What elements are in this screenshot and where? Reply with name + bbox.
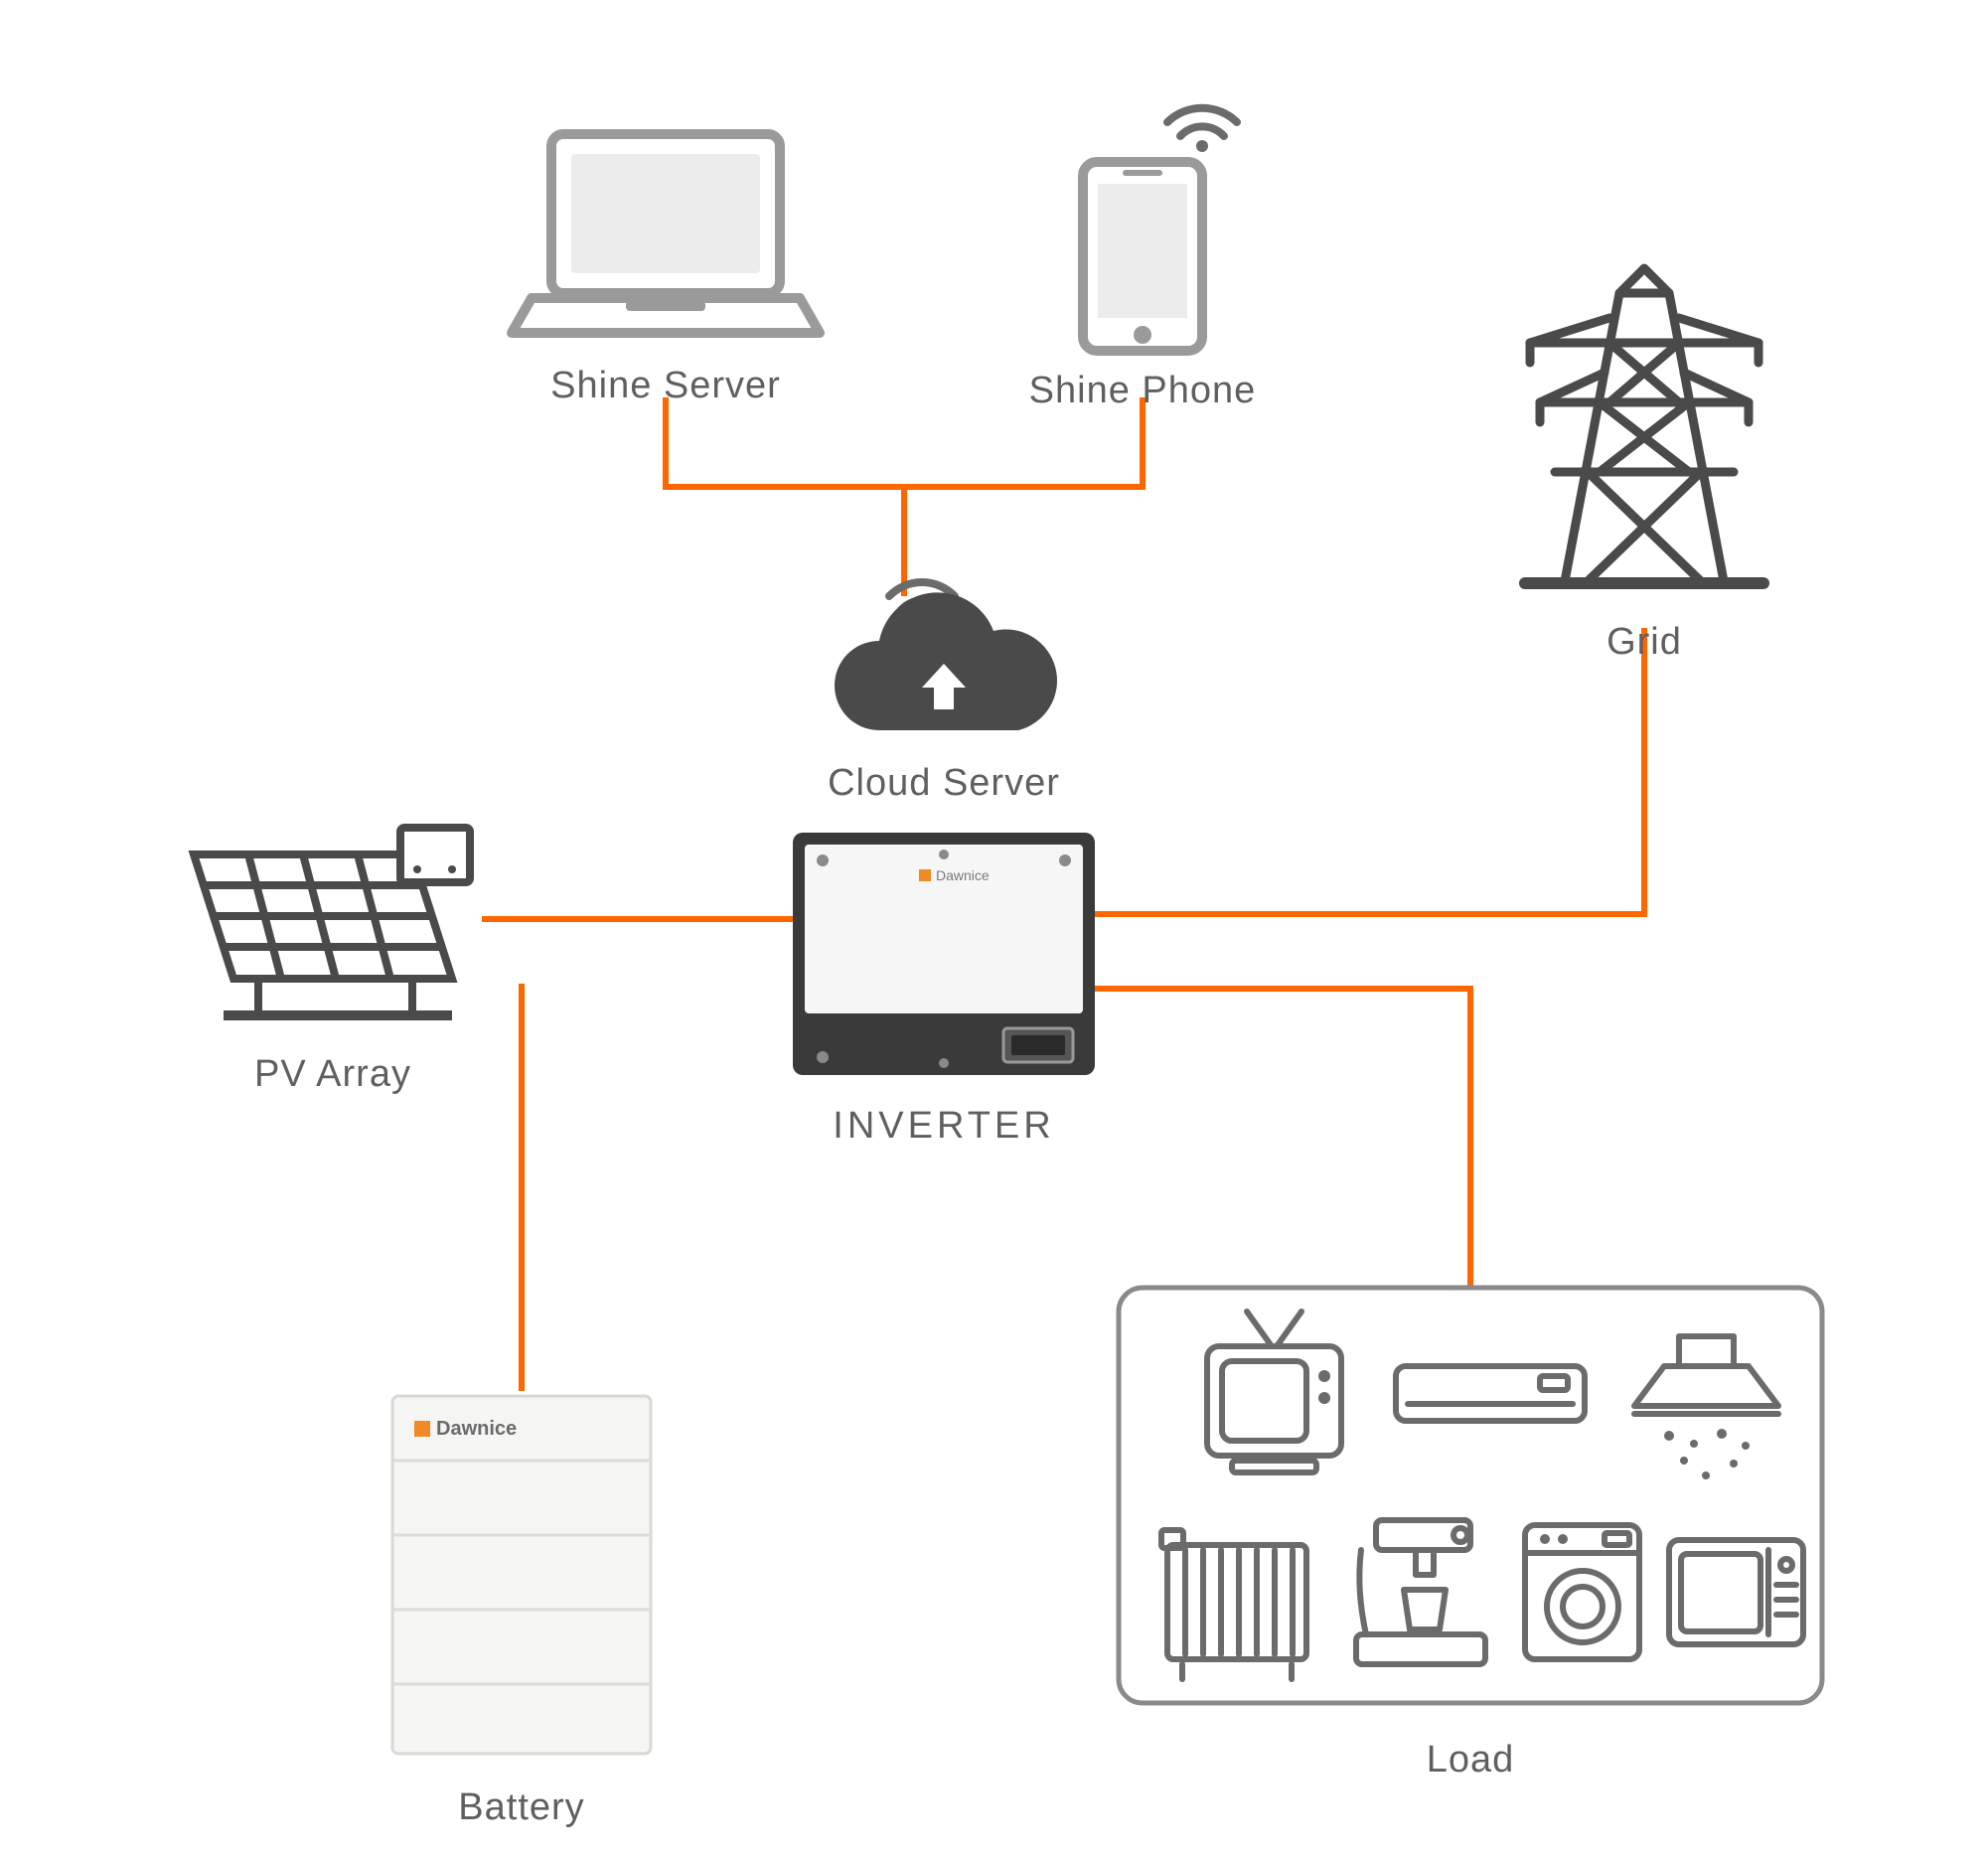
node-grid: Grid <box>1470 263 1818 664</box>
node-battery: Dawnice Battery <box>382 1391 661 1829</box>
battery-icon: Dawnice <box>382 1391 661 1759</box>
pv-array-label: PV Array <box>164 1053 502 1096</box>
phone-icon <box>1003 84 1282 358</box>
node-shine-phone: Shine Phone <box>1003 84 1282 412</box>
cloud-server-label: Cloud Server <box>795 762 1093 805</box>
power-tower-icon <box>1470 263 1818 591</box>
diagram-canvas: Shine Server Shine Phone <box>0 0 1988 1856</box>
load-label: Load <box>1113 1739 1828 1781</box>
node-cloud-server: Cloud Server <box>795 566 1093 805</box>
node-inverter: Dawnice INVERTER <box>785 825 1103 1148</box>
laptop-icon <box>497 124 835 353</box>
node-shine-server: Shine Server <box>497 124 835 407</box>
grid-label: Grid <box>1470 621 1818 664</box>
shine-phone-label: Shine Phone <box>1003 370 1282 412</box>
battery-brand-text: Dawnice <box>436 1418 517 1440</box>
inverter-label: INVERTER <box>785 1105 1103 1148</box>
cloud-icon <box>795 566 1093 750</box>
inverter-brand-text: Dawnice <box>936 867 990 883</box>
shine-server-label: Shine Server <box>497 365 835 407</box>
battery-label: Battery <box>382 1786 661 1829</box>
solar-panel-icon <box>164 810 502 1028</box>
load-box-icon <box>1113 1282 1828 1709</box>
node-pv-array: PV Array <box>164 810 502 1096</box>
inverter-icon: Dawnice <box>785 825 1103 1083</box>
node-load: Load <box>1113 1282 1828 1781</box>
